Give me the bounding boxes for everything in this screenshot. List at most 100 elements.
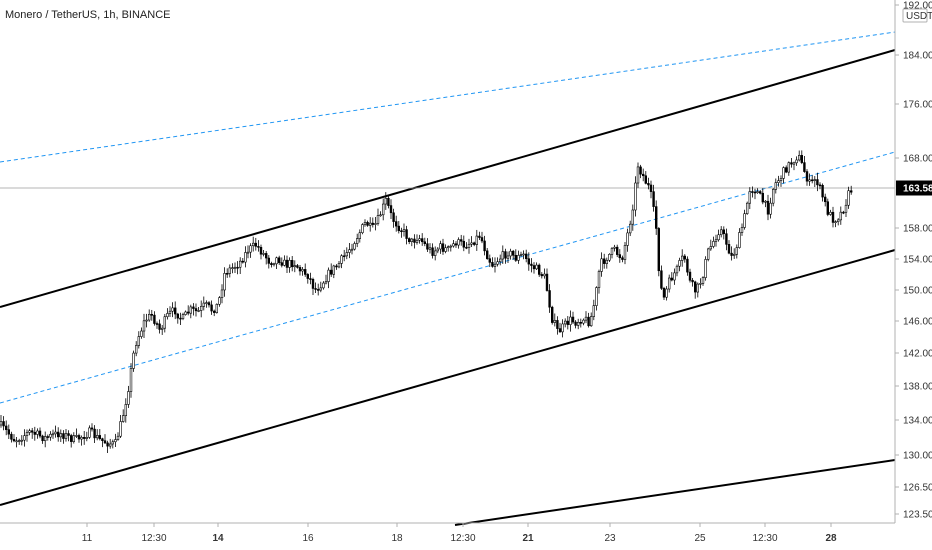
- candle-body: [288, 260, 291, 268]
- candle-body: [613, 246, 616, 249]
- candle-body: [101, 438, 104, 442]
- candle-body: [77, 435, 81, 440]
- candle-body: [680, 255, 684, 261]
- candle-body: [384, 197, 387, 205]
- candle: [769, 197, 772, 219]
- candle-body: [10, 433, 13, 440]
- candle-body: [498, 258, 502, 263]
- candle-body: [259, 246, 263, 255]
- candle-body: [236, 266, 239, 269]
- candle: [722, 226, 726, 240]
- candle-body: [683, 255, 687, 260]
- candle: [810, 175, 814, 184]
- candle-body: [7, 429, 11, 435]
- candle-body: [43, 436, 47, 442]
- x-tick-label: 14: [212, 533, 224, 544]
- candle: [686, 256, 689, 276]
- candle: [127, 385, 130, 408]
- candle-body: [200, 306, 203, 311]
- candle-body: [171, 307, 174, 312]
- candle-body: [743, 213, 746, 228]
- candle: [602, 253, 606, 269]
- candle-body: [88, 427, 91, 438]
- candle: [59, 429, 63, 443]
- candle-body: [38, 430, 42, 437]
- candle: [740, 223, 744, 236]
- plot-area[interactable]: [0, 31, 896, 526]
- candle-body: [501, 251, 504, 260]
- candle: [631, 204, 635, 231]
- candle: [33, 426, 37, 441]
- candle: [280, 257, 283, 268]
- candle: [252, 236, 255, 252]
- candle: [649, 180, 653, 199]
- candle-body: [56, 431, 60, 438]
- candle-body: [561, 323, 564, 333]
- candle-body: [696, 283, 700, 293]
- candle-body: [688, 271, 692, 281]
- candle-body: [361, 224, 364, 234]
- candle: [446, 245, 450, 252]
- candle: [192, 303, 195, 316]
- candle-body: [608, 253, 611, 261]
- candle: [566, 316, 570, 330]
- candle: [246, 245, 250, 259]
- candle-body: [168, 310, 172, 314]
- candle: [223, 267, 226, 297]
- candle: [766, 194, 770, 221]
- candle: [452, 239, 455, 248]
- y-tick-label: 134.00: [903, 416, 932, 427]
- candle-body: [758, 191, 762, 194]
- candle: [641, 168, 645, 182]
- candle: [405, 225, 408, 245]
- candle: [272, 262, 276, 267]
- candle: [311, 277, 315, 295]
- candle: [158, 319, 161, 334]
- candle: [376, 208, 380, 226]
- lower-trend-line: [0, 249, 896, 506]
- candle-body: [25, 432, 29, 436]
- candle: [137, 331, 140, 349]
- candle-body: [847, 190, 850, 206]
- candle-body: [132, 352, 135, 369]
- candle: [249, 243, 252, 258]
- candle-body: [517, 255, 520, 261]
- candle: [363, 219, 367, 227]
- candle: [743, 209, 746, 230]
- candle-body: [415, 239, 419, 243]
- candle-body: [753, 191, 757, 194]
- currency-text: USDT: [906, 11, 932, 22]
- x-tick-label: 16: [302, 533, 314, 544]
- candle-body: [410, 238, 413, 242]
- candle: [135, 341, 138, 357]
- candle: [717, 229, 720, 242]
- candle-body: [816, 179, 819, 186]
- candle: [498, 254, 502, 266]
- candle: [701, 276, 705, 286]
- candle-body: [558, 328, 562, 333]
- candle-body: [446, 246, 450, 249]
- candle: [163, 313, 166, 333]
- candle: [116, 432, 120, 441]
- candle-body: [485, 250, 489, 259]
- candle: [254, 237, 257, 251]
- candle-body: [805, 171, 809, 182]
- candle: [124, 398, 128, 423]
- candle-body: [327, 269, 330, 282]
- candle: [171, 302, 174, 318]
- candle: [626, 228, 629, 252]
- last-price-badge[interactable]: 163.58: [896, 180, 932, 196]
- candle-body: [124, 404, 128, 416]
- candle: [667, 274, 671, 293]
- candle: [537, 263, 541, 277]
- candle: [678, 257, 681, 272]
- candle-body: [348, 249, 351, 253]
- candle-body: [433, 250, 437, 256]
- candle: [753, 188, 757, 200]
- candle: [574, 320, 577, 329]
- candle-body: [293, 265, 296, 268]
- candle-body: [472, 242, 476, 245]
- candle: [433, 246, 437, 261]
- candle-body: [249, 245, 252, 253]
